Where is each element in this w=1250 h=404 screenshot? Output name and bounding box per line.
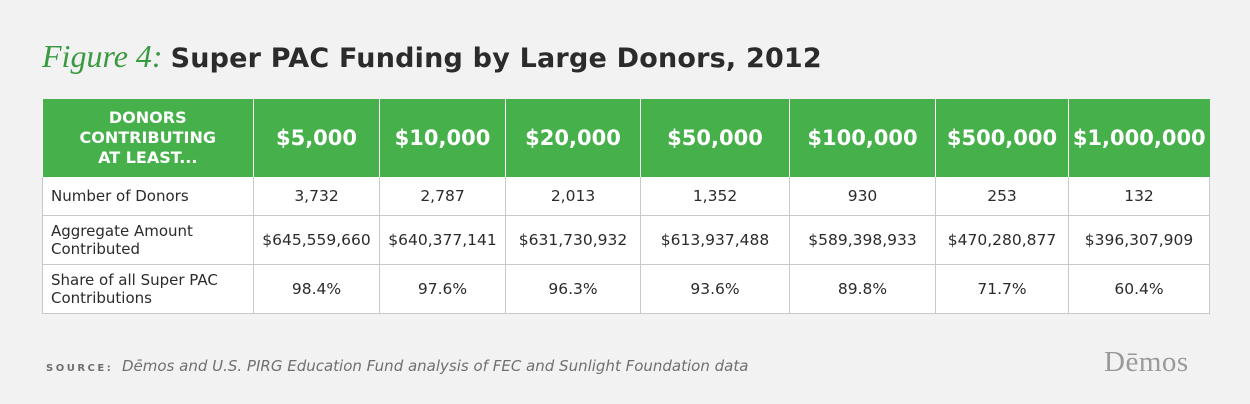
table-row-number-of-donors: Number of Donors 3,732 2,787 2,013 1,352… — [42, 177, 1210, 216]
header-col-50000: $50,000 — [640, 99, 790, 177]
source-note: SOURCE: Dēmos and U.S. PIRG Education Fu… — [46, 357, 748, 375]
table-cell: $589,398,933 — [789, 215, 936, 265]
table-row-aggregate-amount: Aggregate Amount Contributed $645,559,66… — [42, 215, 1210, 265]
figure-label: Figure 4: — [42, 38, 163, 74]
table-cell: 2,787 — [379, 177, 506, 216]
table-cell: 96.3% — [505, 264, 641, 314]
header-col-100000: $100,000 — [789, 99, 936, 177]
row-label: Number of Donors — [42, 177, 254, 216]
row-label: Aggregate Amount Contributed — [42, 215, 254, 265]
table-cell: 1,352 — [640, 177, 790, 216]
figure-title-text: Super PAC Funding by Large Donors, 2012 — [170, 43, 822, 74]
table-row-share-of-contributions: Share of all Super PAC Contributions 98.… — [42, 264, 1210, 314]
figure-title: Figure 4: Super PAC Funding by Large Dono… — [42, 36, 822, 76]
table-cell: 98.4% — [253, 264, 380, 314]
header-col-500000: $500,000 — [935, 99, 1069, 177]
table-cell: $470,280,877 — [935, 215, 1069, 265]
table-cell: 253 — [935, 177, 1069, 216]
table-cell: 71.7% — [935, 264, 1069, 314]
table-cell: $645,559,660 — [253, 215, 380, 265]
table-cell: 97.6% — [379, 264, 506, 314]
source-text: Dēmos and U.S. PIRG Education Fund analy… — [121, 357, 749, 375]
table-cell: 3,732 — [253, 177, 380, 216]
header-col-5000: $5,000 — [253, 99, 380, 177]
table-header-row: DONORS CONTRIBUTING AT LEAST... $5,000 $… — [42, 99, 1210, 177]
header-donors-contributing: DONORS CONTRIBUTING AT LEAST... — [42, 99, 254, 177]
header-col-20000: $20,000 — [505, 99, 641, 177]
table-cell: $640,377,141 — [379, 215, 506, 265]
demos-logo: Dēmos — [1104, 346, 1189, 378]
header-col-10000: $10,000 — [379, 99, 506, 177]
table-cell: $613,937,488 — [640, 215, 790, 265]
table-cell: $396,307,909 — [1068, 215, 1210, 265]
table-cell: $631,730,932 — [505, 215, 641, 265]
header-col-1000000: $1,000,000 — [1068, 99, 1210, 177]
source-label: SOURCE: — [46, 363, 114, 374]
table-cell: 93.6% — [640, 264, 790, 314]
table-cell: 89.8% — [789, 264, 936, 314]
donor-table: DONORS CONTRIBUTING AT LEAST... $5,000 $… — [42, 99, 1210, 314]
table-cell: 2,013 — [505, 177, 641, 216]
table-cell: 132 — [1068, 177, 1210, 216]
table-cell: 60.4% — [1068, 264, 1210, 314]
row-label: Share of all Super PAC Contributions — [42, 264, 254, 314]
table-cell: 930 — [789, 177, 936, 216]
